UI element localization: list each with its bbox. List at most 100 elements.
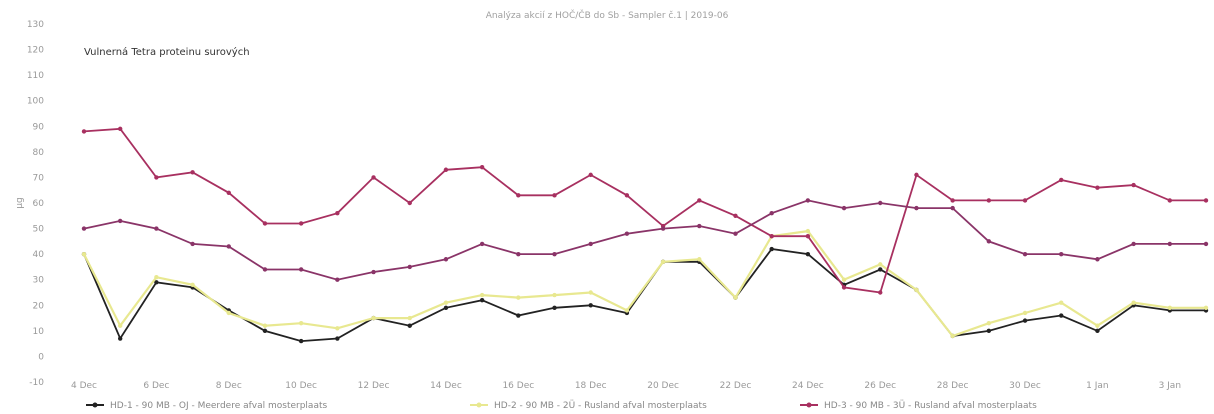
y-tick-label: 20 [33,301,45,311]
data-point [1203,241,1209,247]
data-point [552,292,557,298]
data-point [1022,198,1028,203]
data-point [81,226,87,231]
data-point [407,323,412,328]
series-lines [81,126,1209,344]
data-point [1095,323,1100,328]
legend-label: HD-1 - 90 MB - OJ - Meerdere afval moste… [110,401,327,411]
data-point [914,287,919,293]
x-tick-label: 10 Dec [285,381,317,391]
data-point [443,300,449,305]
x-tick-label: 30 Dec [1009,381,1041,391]
y-tick-label: 0 [38,352,44,362]
y-tick-label: 100 [27,97,44,107]
data-point [1059,251,1064,257]
data-point [226,310,231,316]
data-point [479,292,485,298]
x-tick-label: 22 Dec [720,381,752,391]
data-point [335,277,340,282]
data-point [154,175,159,180]
data-point [1131,182,1136,188]
data-point [1203,305,1209,311]
data-point [335,326,340,331]
x-tick-label: 12 Dec [358,381,390,391]
data-point [81,251,87,257]
data-point [154,226,159,231]
data-point [841,277,847,282]
data-point [298,338,304,344]
series-line [83,199,1206,281]
data-point [805,234,811,239]
data-point [262,221,268,226]
data-point [335,211,340,216]
y-tick-label: 50 [33,225,45,235]
data-point [117,218,123,224]
data-point [479,241,485,247]
data-point [914,172,919,178]
data-point [1167,305,1173,311]
data-point [878,200,883,206]
data-point [443,257,449,262]
y-axis-label: μg [15,197,25,208]
y-tick-label: 40 [33,250,45,260]
legend-item: HD-3 - 90 MB - 3Ü - Rusland afval moster… [800,400,1037,411]
data-point [407,200,412,206]
data-point [479,297,485,303]
data-point [805,251,811,257]
series-line [83,229,1206,338]
y-tick-label: 10 [33,327,45,337]
data-point [154,274,159,280]
data-point [1095,328,1100,334]
data-point [226,244,231,249]
x-tick-label: 8 Dec [216,381,242,391]
data-point [1167,241,1173,247]
data-point [1095,257,1100,262]
data-point [950,205,955,211]
data-point [588,303,593,308]
data-point [769,211,774,216]
data-point [1022,318,1028,323]
data-point [697,223,702,229]
data-point [552,251,557,257]
data-point [117,126,123,132]
data-point [81,129,87,134]
data-point [841,285,847,290]
data-point [190,241,195,247]
data-point [624,308,630,313]
data-point [1059,300,1064,305]
data-point [407,315,412,321]
data-point [1167,198,1173,203]
data-point [516,313,521,318]
chart-subtitle: Vulnerná Tetra proteinu surových [84,46,250,58]
data-point [298,221,304,226]
data-point [1203,198,1209,203]
x-tick-label: 16 Dec [502,381,534,391]
series-line [83,248,1206,343]
data-point [298,320,304,326]
y-tick-label: 80 [33,148,45,158]
data-point [660,259,666,265]
data-point [733,295,738,300]
legend-label: HD-3 - 90 MB - 3Ü - Rusland afval moster… [824,400,1037,411]
legend-item: HD-2 - 90 MB - 2Ü - Rusland afval moster… [470,400,707,411]
data-point [805,228,811,234]
chart-legend: HD-1 - 90 MB - OJ - Meerdere afval moste… [86,400,1037,411]
data-point [805,198,811,203]
series-line [83,127,1206,294]
data-point [335,336,340,341]
legend-label: HD-2 - 90 MB - 2Ü - Rusland afval moster… [494,400,707,411]
data-point [262,328,268,334]
x-tick-label: 6 Dec [143,381,169,391]
data-point [660,226,666,231]
legend-marker [92,402,98,408]
data-point [516,295,521,300]
x-tick-label: 1 Jan [1086,381,1108,391]
data-point [624,231,630,236]
data-point [986,239,992,244]
y-tick-label: 90 [33,122,45,132]
chart-title: Analýza akcií z HOČ/ČB do Sb - Sampler č… [486,9,729,21]
data-point [407,264,412,270]
data-point [117,336,123,341]
data-point [190,282,195,288]
data-point [1131,300,1136,305]
